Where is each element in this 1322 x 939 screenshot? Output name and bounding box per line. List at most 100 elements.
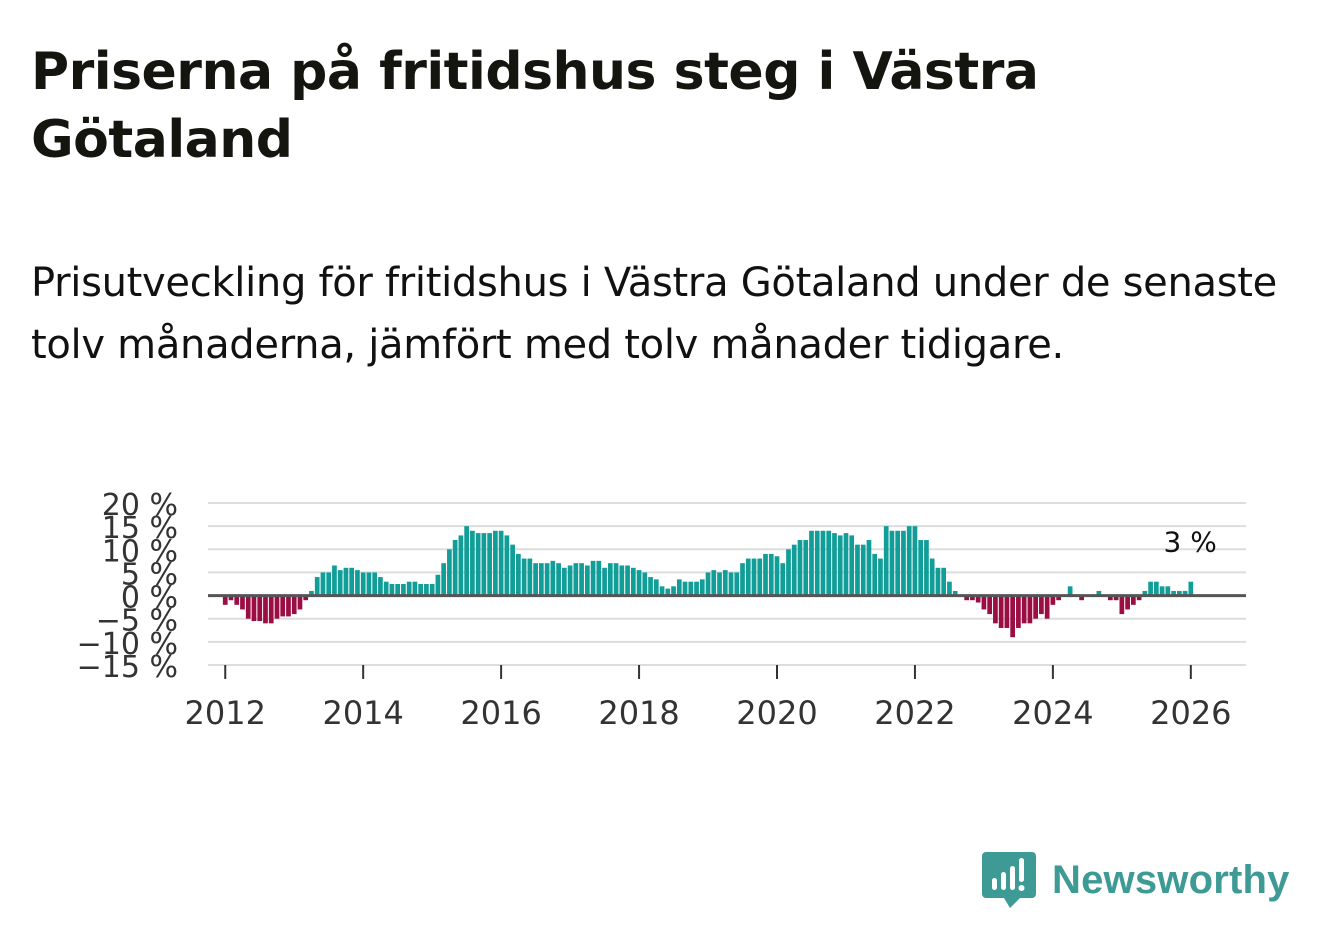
x-axis-ticks: 2012 2014 2016 2018 2020 2022 2024 2026 <box>185 665 1232 732</box>
bar <box>711 570 717 596</box>
bar <box>671 586 676 596</box>
bar <box>274 595 280 619</box>
bar <box>941 567 947 596</box>
bar <box>464 526 469 596</box>
x-tick-label: 2022 <box>874 694 955 732</box>
y-tick-label: 5 % <box>121 557 178 592</box>
chart-subtitle: Prisutveckling för fritidshus i Västra G… <box>31 260 1277 368</box>
bar <box>516 553 521 596</box>
x-tick-label: 2026 <box>1150 694 1231 732</box>
bar <box>234 595 240 605</box>
bar <box>257 595 263 622</box>
bar <box>360 572 366 596</box>
bar <box>251 595 257 622</box>
x-tick-label: 2018 <box>598 694 679 732</box>
bar <box>1067 586 1073 596</box>
bar <box>1021 595 1027 624</box>
bar <box>619 565 625 596</box>
bar <box>970 595 975 601</box>
bar <box>303 595 309 601</box>
x-tick-label: 2024 <box>1012 694 1093 732</box>
bar <box>544 563 550 596</box>
bar <box>1004 595 1010 628</box>
bar <box>602 567 607 596</box>
bar <box>809 530 814 596</box>
chart-title: Priserna på fritidshus steg i Västra Göt… <box>31 42 1039 170</box>
bar <box>1142 590 1148 596</box>
bar <box>355 570 360 596</box>
annotation-group: 3 % <box>1163 526 1216 559</box>
bar <box>935 567 941 596</box>
y-tick-label: 10 % <box>102 534 178 569</box>
bar <box>596 560 602 596</box>
bar <box>688 581 694 596</box>
bar <box>470 530 475 596</box>
bar <box>268 595 274 624</box>
bar <box>797 540 803 596</box>
bar <box>814 530 820 596</box>
bar <box>1044 595 1050 619</box>
bar <box>918 540 924 596</box>
bar <box>320 572 326 596</box>
bar <box>314 577 320 596</box>
bar <box>1010 595 1016 638</box>
bar <box>1171 590 1176 596</box>
bar <box>337 570 343 596</box>
bar <box>406 581 412 596</box>
bar <box>625 565 630 596</box>
bar <box>803 540 809 596</box>
bar <box>820 530 826 596</box>
bar <box>1119 595 1125 615</box>
bar <box>498 530 504 596</box>
bar <box>705 572 711 596</box>
bar <box>1130 595 1136 605</box>
bar <box>722 570 728 596</box>
bar <box>1148 581 1153 596</box>
bar <box>676 579 682 596</box>
bar <box>901 530 906 596</box>
bar <box>837 535 843 596</box>
y-tick-label: −5 % <box>96 604 178 639</box>
bar <box>441 563 447 596</box>
bar <box>389 584 395 596</box>
bar <box>372 572 378 596</box>
bar <box>665 588 671 596</box>
bar <box>757 558 763 596</box>
bar <box>1125 595 1130 610</box>
bar <box>240 595 245 610</box>
bar <box>332 565 337 596</box>
bar <box>912 526 918 596</box>
bar <box>774 556 780 596</box>
bar <box>1182 590 1188 596</box>
x-tick-label: 2020 <box>736 694 817 732</box>
y-tick-label: −10 % <box>77 627 178 662</box>
bar <box>550 560 556 596</box>
bar <box>860 544 866 596</box>
bar <box>590 560 596 596</box>
bar <box>607 563 613 596</box>
bar <box>579 563 584 596</box>
bar <box>699 579 705 596</box>
bar <box>866 540 872 596</box>
bar <box>584 565 590 596</box>
bar <box>993 595 998 624</box>
bar <box>734 572 740 596</box>
bar <box>642 572 648 596</box>
bar <box>947 581 952 596</box>
bar <box>1153 581 1159 596</box>
bar <box>481 533 487 596</box>
bar <box>366 572 372 596</box>
bar <box>533 563 538 596</box>
bar <box>263 595 268 624</box>
bar <box>378 577 383 596</box>
bar <box>510 544 515 596</box>
bar <box>843 533 849 596</box>
bar <box>855 544 860 596</box>
bar <box>222 595 228 605</box>
bar <box>717 572 722 596</box>
y-tick-label: 0 % <box>121 581 178 616</box>
bar <box>527 558 533 596</box>
bar <box>286 595 291 617</box>
bar <box>297 595 303 610</box>
bar <box>326 572 332 596</box>
